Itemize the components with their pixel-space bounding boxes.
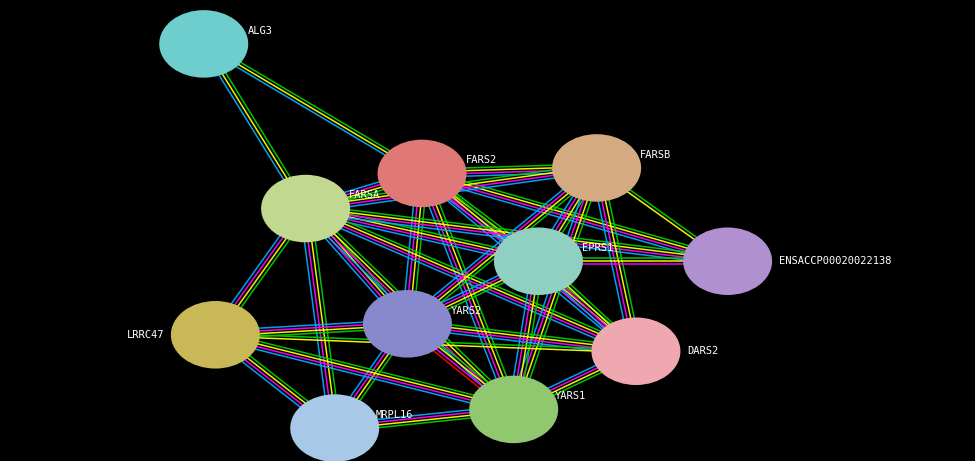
Circle shape — [494, 228, 582, 294]
Text: FARSB: FARSB — [641, 150, 672, 160]
Circle shape — [364, 291, 451, 357]
Circle shape — [378, 141, 466, 207]
Circle shape — [470, 377, 558, 443]
Text: FARSA: FARSA — [349, 190, 380, 201]
Circle shape — [172, 302, 259, 368]
Text: DARS2: DARS2 — [686, 346, 719, 356]
Circle shape — [160, 11, 248, 77]
Circle shape — [683, 228, 771, 294]
Text: EPRS1: EPRS1 — [582, 243, 613, 253]
Circle shape — [553, 135, 641, 201]
Text: YARS1: YARS1 — [555, 391, 586, 401]
Circle shape — [592, 318, 680, 384]
Text: ALG3: ALG3 — [248, 26, 272, 36]
Text: MRPL16: MRPL16 — [375, 410, 413, 420]
Text: YARS2: YARS2 — [451, 306, 483, 316]
Text: LRRC47: LRRC47 — [127, 330, 165, 340]
Text: ENSACCP00020022138: ENSACCP00020022138 — [779, 256, 891, 266]
Circle shape — [262, 176, 349, 242]
Text: FARS2: FARS2 — [466, 155, 497, 165]
Circle shape — [292, 395, 378, 461]
